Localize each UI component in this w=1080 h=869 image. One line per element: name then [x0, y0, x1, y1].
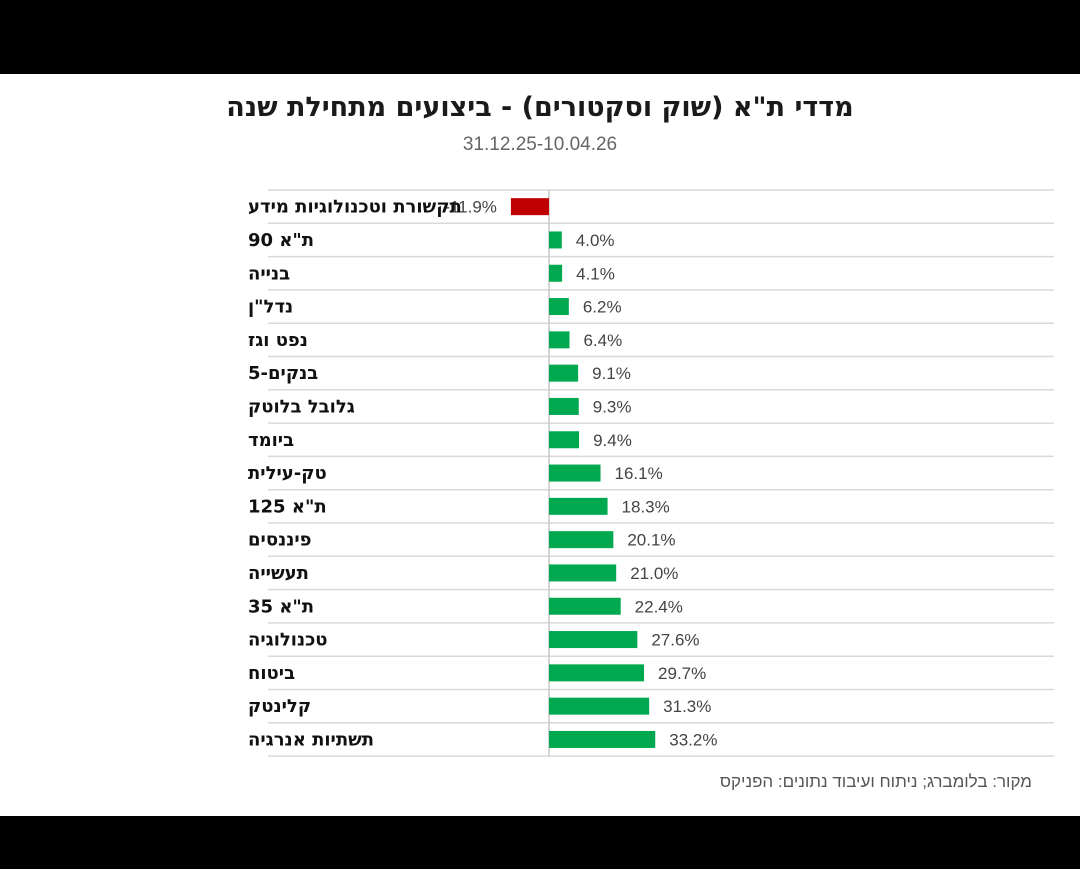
chart-title: מדדי ת"א (שוק וסקטורים) - ביצועים מתחילת…	[226, 92, 854, 123]
category-label: נפט וגז	[248, 330, 308, 351]
bar	[549, 464, 601, 482]
chart-panel	[0, 74, 1080, 816]
category-label: ת"א 125	[248, 496, 327, 517]
category-label: נדל"ן	[248, 297, 293, 318]
value-label: 27.6%	[651, 631, 699, 650]
bar	[549, 664, 645, 682]
value-label: 21.0%	[630, 564, 678, 583]
bar	[549, 564, 617, 582]
value-label: -11.9%	[444, 198, 497, 217]
category-label: ת"א 90	[248, 230, 314, 251]
chart-subtitle: 31.12.25-10.04.26	[462, 134, 618, 155]
bar	[549, 531, 614, 549]
category-label: ת"א 35	[248, 596, 314, 617]
value-label: 4.0%	[576, 231, 615, 250]
value-label: 33.2%	[669, 730, 717, 749]
bar	[549, 497, 608, 515]
category-label: תקשורת וטכנולוגיות מידע	[248, 197, 462, 218]
category-label: טק-עילית	[248, 463, 327, 484]
bar	[549, 364, 579, 382]
bar	[510, 198, 549, 216]
category-label: תשתיות אנרגיה	[248, 729, 374, 750]
value-label: 31.3%	[663, 697, 711, 716]
value-label: 18.3%	[622, 497, 670, 516]
value-label: 4.1%	[576, 264, 615, 283]
category-label: גלובל בלוטק	[248, 396, 355, 417]
bar	[549, 298, 569, 316]
value-label: 6.4%	[583, 331, 622, 350]
value-label: 20.1%	[627, 531, 675, 550]
source-note: מקור: בלומברג; ניתוח ועיבוד נתונים: הפני…	[719, 772, 1032, 791]
bar	[549, 231, 562, 249]
category-label: תעשייה	[248, 563, 309, 584]
bar	[549, 331, 570, 349]
category-label: בנייה	[248, 263, 290, 284]
bar	[549, 697, 650, 715]
bar	[549, 597, 621, 615]
bar	[549, 431, 580, 449]
bar	[549, 631, 638, 649]
value-label: 29.7%	[658, 664, 706, 683]
value-label: 6.2%	[583, 298, 622, 317]
category-label: קלינטק	[248, 696, 311, 717]
category-label: טכנולוגיה	[248, 630, 328, 651]
value-label: 9.4%	[593, 431, 632, 450]
category-label: ביומד	[248, 430, 294, 451]
value-label: 22.4%	[635, 597, 683, 616]
value-label: 16.1%	[615, 464, 663, 483]
value-label: 9.1%	[592, 364, 631, 383]
value-label: 9.3%	[593, 397, 632, 416]
category-label: ביטוח	[248, 663, 295, 684]
category-label: פיננסים	[248, 530, 312, 551]
bar	[549, 264, 563, 282]
bar	[549, 730, 656, 748]
category-label: בנקים-5	[248, 363, 318, 384]
bar	[549, 397, 579, 415]
